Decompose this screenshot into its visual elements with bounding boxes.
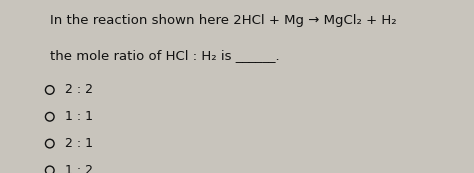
Text: In the reaction shown here 2HCl + Mg → MgCl₂ + H₂: In the reaction shown here 2HCl + Mg → M… — [50, 14, 396, 27]
Text: 1 : 2: 1 : 2 — [65, 164, 93, 173]
Text: 2 : 1: 2 : 1 — [65, 137, 93, 150]
Text: 2 : 2: 2 : 2 — [65, 83, 93, 97]
Text: the mole ratio of HCl : H₂ is ______.: the mole ratio of HCl : H₂ is ______. — [50, 49, 279, 62]
Text: 1 : 1: 1 : 1 — [65, 110, 93, 123]
